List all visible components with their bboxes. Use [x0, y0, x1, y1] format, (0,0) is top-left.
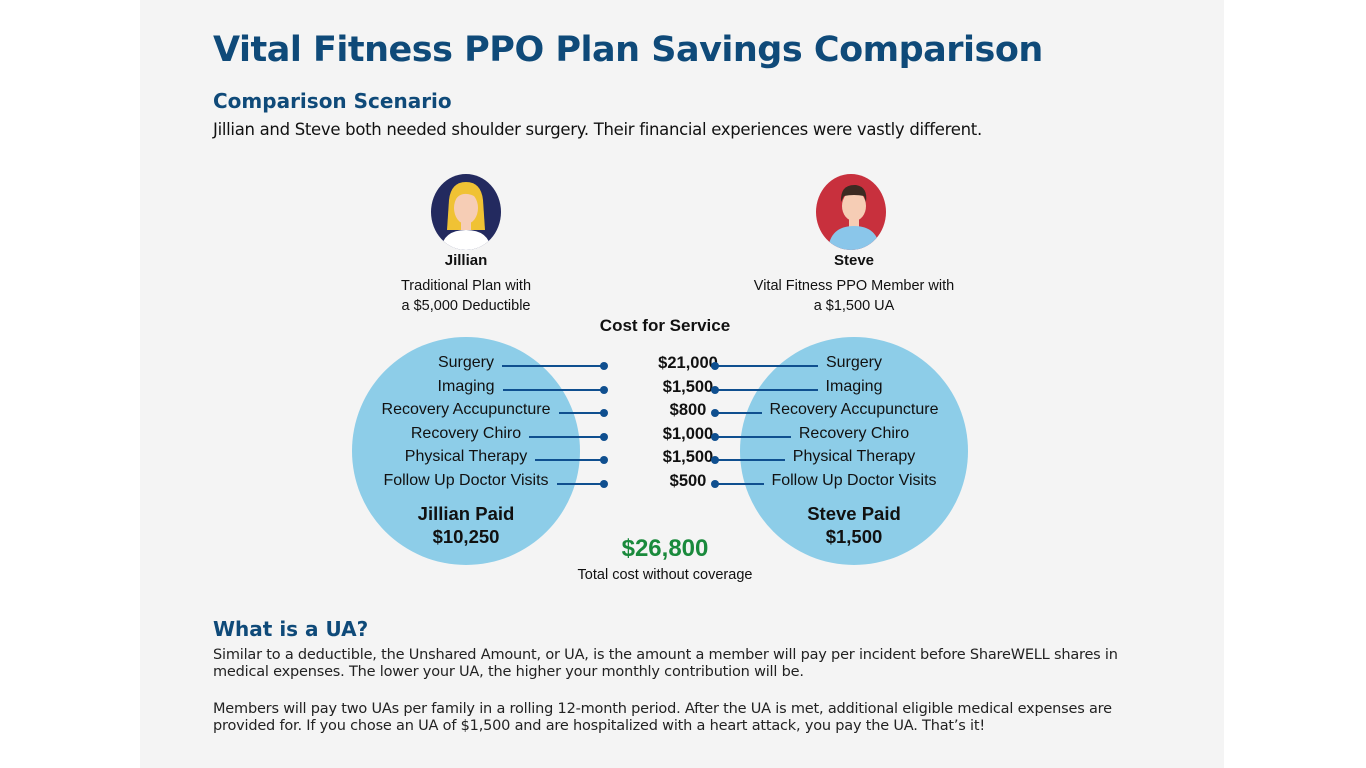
service-cost: $1,000: [662, 424, 714, 443]
jillian-paid-value: $10,250: [432, 526, 500, 547]
steve-plan-line2: a $1,500 UA: [813, 298, 895, 314]
service-row: Recovery Accupuncture $800 Recovery Accu…: [140, 401, 1224, 423]
service-cost: $1,500: [662, 377, 714, 396]
steve-avatar-icon: [816, 174, 886, 250]
steve-service-label: Recovery Chiro: [798, 424, 910, 442]
connector-line: [502, 388, 604, 391]
jillian-name: Jillian: [444, 252, 488, 269]
jillian-service-label: Surgery: [437, 354, 495, 371]
scenario-text: Jillian and Steve both needed shoulder s…: [213, 120, 982, 139]
jillian-paid-label: Jillian Paid: [417, 503, 515, 524]
connector-line: [715, 412, 762, 415]
jillian-plan-line1: Traditional Plan with: [400, 278, 532, 294]
ua-heading: What is a UA?: [213, 617, 369, 641]
steve-plan: Vital Fitness PPO Member with a $1,500 UA: [724, 276, 984, 316]
connector-line: [529, 435, 604, 438]
connector-line: [715, 483, 764, 485]
connector-line: [556, 483, 604, 485]
connector-line: [535, 459, 604, 462]
jillian-paid: Jillian Paid $10,250: [352, 502, 580, 548]
connector-line: [502, 365, 604, 367]
service-cost: $21,000: [658, 354, 718, 372]
steve-name: Steve: [833, 252, 875, 269]
steve-service-label: Physical Therapy: [792, 448, 916, 466]
connector-dot: [600, 480, 608, 488]
steve-plan-line1: Vital Fitness PPO Member with: [753, 278, 955, 294]
steve-paid-value: $1,500: [825, 526, 883, 547]
jillian-service-label: Recovery Chiro: [410, 424, 522, 442]
steve-paid: Steve Paid $1,500: [740, 502, 968, 548]
service-row: Surgery $21,000 Surgery: [140, 354, 1224, 376]
jillian-service-label: Imaging: [437, 377, 495, 395]
jillian-plan-line2: a $5,000 Deductible: [401, 298, 531, 314]
connector-dot: [600, 409, 608, 418]
connector-line: [715, 365, 818, 367]
connector-dot: [600, 456, 608, 465]
page-title: Vital Fitness PPO Plan Savings Compariso…: [213, 30, 1043, 70]
service-cost: $500: [669, 472, 707, 490]
steve-paid-label: Steve Paid: [807, 503, 901, 524]
steve-service-label: Imaging: [825, 377, 883, 395]
steve-service-label: Surgery: [825, 354, 883, 371]
jillian-circle: [352, 337, 580, 565]
steve-service-label: Follow Up Doctor Visits: [771, 472, 937, 489]
jillian-service-label: Follow Up Doctor Visits: [383, 472, 549, 489]
infographic-page: Vital Fitness PPO Plan Savings Compariso…: [140, 0, 1224, 768]
jillian-plan: Traditional Plan with a $5,000 Deductible: [336, 276, 596, 316]
connector-dot: [600, 432, 608, 441]
service-cost: $1,500: [662, 448, 714, 467]
ua-paragraph-2: Members will pay two UAs per family in a…: [213, 701, 1112, 734]
connector-dot: [600, 385, 608, 394]
service-cost: $800: [669, 401, 707, 420]
cost-heading: Cost for Service: [599, 316, 731, 335]
scenario-heading: Comparison Scenario: [213, 89, 452, 113]
connector-line: [715, 388, 818, 391]
service-row: Recovery Chiro $1,000 Recovery Chiro: [140, 425, 1224, 447]
service-row: Imaging $1,500 Imaging: [140, 378, 1224, 400]
ua-paragraph-1: Similar to a deductible, the Unshared Am…: [213, 647, 1118, 680]
jillian-service-label: Physical Therapy: [404, 448, 528, 466]
service-row: Physical Therapy $1,500 Physical Therapy: [140, 448, 1224, 470]
connector-line: [558, 412, 604, 415]
service-row: Follow Up Doctor Visits $500 Follow Up D…: [140, 472, 1224, 494]
total-cost-label: Total cost without coverage: [577, 567, 753, 583]
connector-line: [715, 435, 791, 438]
total-cost-value: $26,800: [621, 535, 709, 562]
connector-line: [715, 459, 785, 462]
steve-circle: [740, 337, 968, 565]
connector-dot: [600, 362, 608, 370]
steve-service-label: Recovery Accupuncture: [769, 401, 939, 419]
jillian-service-label: Recovery Accupuncture: [381, 401, 551, 419]
jillian-avatar-icon: [431, 174, 501, 250]
